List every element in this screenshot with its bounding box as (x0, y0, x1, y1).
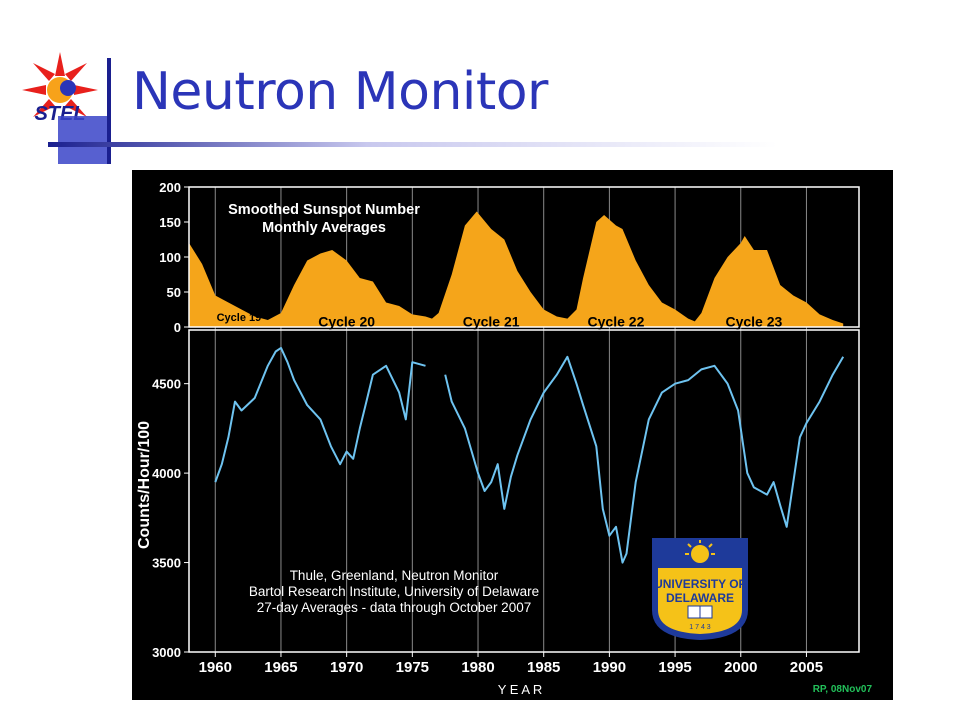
chart-background (132, 170, 893, 700)
x-axis-label: Y E A R (498, 682, 543, 697)
sunspot-ytick-label-100: 100 (159, 250, 181, 265)
sunspot-ytick-label-50: 50 (167, 285, 181, 300)
xtick-label-2000: 2000 (724, 659, 757, 676)
university-logo-text: UNIVERSITY OF (654, 577, 746, 591)
university-delaware-logo-icon: UNIVERSITY OF DELAWARE 1 7 4 3 (652, 538, 748, 640)
sunspot-chart-title-line1: Smoothed Sunspot Number (228, 202, 420, 218)
neutron-monitor-chart: 0 50 100 150 200 3000 3500 4000 4500 1960 1965 19… (132, 170, 893, 700)
sunspot-y-ticks: 0 50 100 150 200 (159, 180, 189, 335)
credit-signature: RP, 08Nov07 (813, 684, 873, 695)
sunspot-chart-title-line2: Monthly Averages (262, 220, 386, 236)
sunspot-ytick-label-150: 150 (159, 215, 181, 230)
cycle-annotations: Cycle 19 Cycle 20 Cycle 21 Cycle 22 Cycle 23 (217, 312, 783, 329)
cycle-label-3: Cycle 21 (463, 313, 520, 329)
page-title: Neutron Monitor (132, 62, 548, 122)
xtick-label-1985: 1985 (527, 659, 560, 676)
xtick-label-1960: 1960 (199, 659, 232, 676)
cycle-label-2: Cycle 20 (318, 313, 375, 329)
xtick-label-1980: 1980 (461, 659, 494, 676)
sunspot-ytick-label-0: 0 (174, 320, 181, 335)
title-underline (48, 142, 960, 147)
cycle-label-5: Cycle 23 (725, 313, 782, 329)
neutron-chart-title: Thule, Greenland, Neutron Monitor (290, 568, 499, 583)
xtick-label-2005: 2005 (790, 659, 823, 676)
sunspot-ytick-label-200: 200 (159, 180, 181, 195)
neutron-y-ticks: 3000 3500 4000 4500 (152, 377, 189, 660)
neutron-series-1 (214, 346, 426, 483)
sunspot-area (189, 211, 844, 327)
year-x-ticks: 1960 1965 1970 1975 1980 1985 1990 1995 2000 2005 (199, 652, 823, 676)
neutron-series-2 (444, 355, 845, 564)
neutron-line-series (214, 346, 845, 564)
neutron-ytick-label-4000: 4000 (152, 466, 181, 481)
y-axis-label: Counts/Hour/100 (136, 421, 153, 549)
sunspot-area-series (189, 211, 844, 327)
title-accent-vertical (107, 58, 111, 164)
university-logo-year: 1 7 4 3 (689, 624, 711, 631)
neutron-ytick-label-4500: 4500 (152, 377, 181, 392)
xtick-label-1970: 1970 (330, 659, 363, 676)
xtick-label-1965: 1965 (264, 659, 297, 676)
neutron-chart-note: 27-day Averages - data through October 2… (257, 600, 531, 615)
neutron-plot-frame (188, 329, 860, 653)
cycle-label-1: Cycle 19 (217, 312, 262, 324)
xtick-label-1975: 1975 (396, 659, 429, 676)
title-accent-block (58, 116, 108, 164)
svg-text:DELAWARE: DELAWARE (666, 591, 734, 605)
cycle-label-4: Cycle 22 (588, 313, 645, 329)
xtick-label-1990: 1990 (593, 659, 626, 676)
neutron-chart-subtitle: Bartol Research Institute, University of… (249, 584, 539, 599)
neutron-ytick-label-3000: 3000 (152, 645, 181, 660)
neutron-ytick-label-3500: 3500 (152, 556, 181, 571)
xtick-label-1995: 1995 (658, 659, 691, 676)
